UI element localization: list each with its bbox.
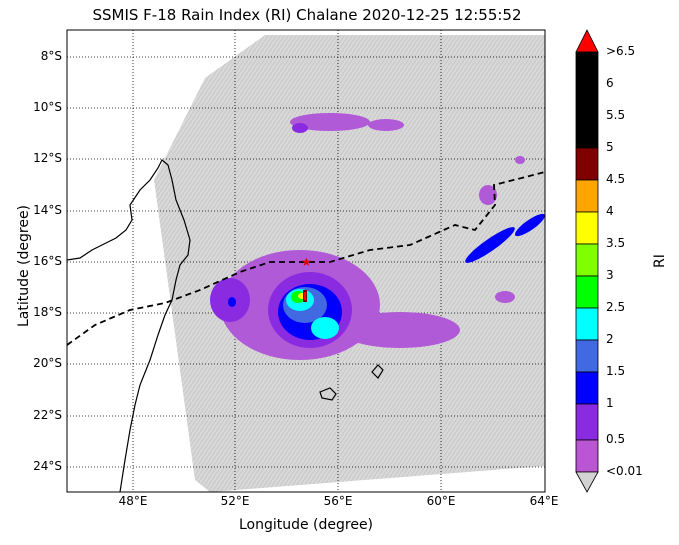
colorbar-max-arrow [575, 29, 599, 53]
island-outline-2 [371, 364, 384, 379]
colorbar-tick-label: 4 [606, 204, 614, 218]
colorbar-tick-label: >6.5 [606, 44, 636, 58]
island-outline [319, 387, 337, 401]
colorbar-tick-label: 3 [606, 268, 614, 282]
colorbar-tick-label: 4.5 [606, 172, 626, 186]
y-tick-label: 22°S [33, 408, 62, 422]
y-tick-label: 16°S [33, 254, 62, 268]
colorbar-tick-label: 2.5 [606, 300, 626, 314]
colorbar-tick-label: 2 [606, 332, 614, 346]
colorbar-tick-label: 5 [606, 140, 614, 154]
x-axis-label: Longitude (degree) [238, 517, 374, 533]
x-tick-label: 56°E [323, 494, 353, 508]
colorbar-tick-label: 1.5 [606, 364, 626, 378]
y-tick-label: 24°S [33, 459, 62, 473]
y-tick-label: 18°S [33, 305, 62, 319]
x-tick-label: 52°E [220, 494, 250, 508]
y-tick-label: 12°S [33, 151, 62, 165]
x-tick-label: 60°E [426, 494, 456, 508]
x-tick-label: 64°E [529, 494, 559, 508]
colorbar-tick-label: <0.01 [606, 464, 643, 478]
coastline [67, 159, 191, 492]
colorbar-tick-label: 5.5 [606, 108, 626, 122]
storm-track [67, 171, 545, 346]
y-tick-label: 20°S [33, 356, 62, 370]
map-title: SSMIS F-18 Rain Index (RI) Chalane 2020-… [92, 6, 522, 24]
colorbar-tick-label: 1 [606, 396, 614, 410]
x-tick-label: 48°E [118, 494, 148, 508]
colorbar-tick-label: 6 [606, 76, 614, 90]
colorbar-tick-label: 3.5 [606, 236, 626, 250]
colorbar-min-arrow [575, 471, 599, 493]
y-tick-label: 8°S [40, 49, 62, 63]
rain-field [210, 113, 545, 360]
y-tick-label: 10°S [33, 100, 62, 114]
storm-center-marker: ★ [301, 255, 312, 269]
colorbar-tick-label: 0.5 [606, 432, 626, 446]
plot-frame [66, 29, 546, 493]
colorbar [575, 29, 599, 493]
y-tick-label: 14°S [33, 203, 62, 217]
colorbar-label: RI [652, 254, 668, 268]
